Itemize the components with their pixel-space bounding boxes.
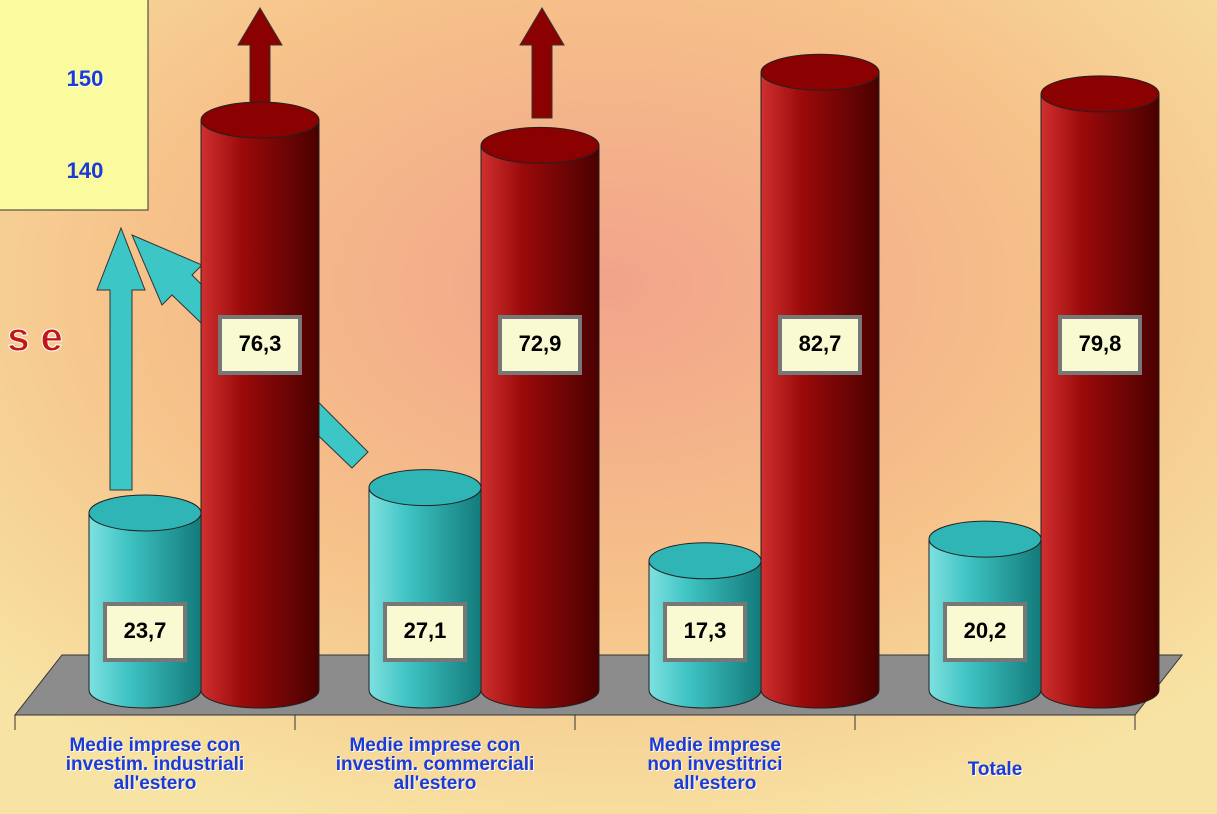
value-label: 79,8 [1079,331,1122,356]
cylinder-top [649,543,761,579]
cylinder-top [369,470,481,506]
cylinder-top [761,54,879,90]
cylinder [1041,94,1159,708]
cylinder-top [201,102,319,138]
value-label: 27,1 [404,618,447,643]
cylinder [761,72,879,708]
note-text: 140 [67,158,104,183]
value-label: 72,9 [519,331,562,356]
cylinder-top [929,521,1041,557]
chart: 150 140 s e 23,7 27,1 17,3 20,2 76,3 72,9 82,7… [0,0,1217,814]
value-label: 17,3 [684,618,727,643]
x-tick-label: Totale [860,760,1130,779]
cylinder [481,145,599,708]
slide: 150 140 s e 23,7 27,1 17,3 20,2 76,3 72,9 82,7… [0,0,1217,814]
x-tick-label: Medie imprese con investim. commerciali … [300,736,570,793]
x-tick-label: Medie imprese non investitrici all'ester… [580,736,850,793]
cylinder [201,120,319,708]
cylinder-top [1041,76,1159,112]
x-tick-label: Medie imprese con investim. industriali … [20,736,290,793]
partial-title: s e [7,316,63,360]
value-label: 76,3 [239,331,282,356]
cylinder-top [89,495,201,531]
note-text: 150 [67,66,104,91]
value-label: 23,7 [124,618,167,643]
value-label: 82,7 [799,331,842,356]
cylinder-top [481,127,599,163]
value-label: 20,2 [964,618,1007,643]
cylinder [369,488,481,708]
